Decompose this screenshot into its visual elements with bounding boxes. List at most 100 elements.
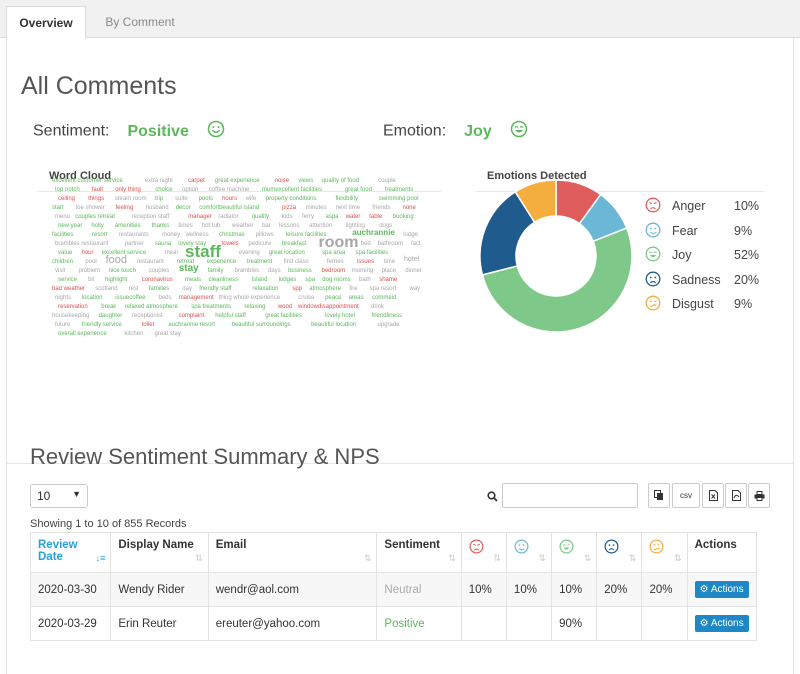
word-cloud-term[interactable]: hotel <box>404 256 420 264</box>
word-cloud-term[interactable]: breakfast <box>281 241 307 247</box>
column-sentiment[interactable]: Sentiment ⇅ <box>376 532 462 573</box>
word-cloud-term[interactable]: shame <box>379 277 398 283</box>
word-cloud-term[interactable]: beautiful location <box>311 322 357 328</box>
word-cloud-term[interactable]: meal <box>164 250 178 256</box>
word-cloud-term[interactable]: pool <box>85 259 97 265</box>
word-cloud-term[interactable]: rest <box>128 286 139 292</box>
word-cloud-term[interactable]: excellent customer service <box>52 178 123 184</box>
word-cloud-term[interactable]: bad weather <box>52 286 86 292</box>
word-cloud-term[interactable]: service <box>58 277 78 283</box>
word-cloud-term[interactable]: radiator <box>218 214 239 220</box>
word-cloud-term[interactable]: break <box>101 304 117 310</box>
word-cloud-term[interactable]: drink <box>371 304 385 310</box>
word-cloud-term[interactable]: nice touch <box>108 268 136 274</box>
word-cloud-term[interactable]: top notch <box>55 187 80 193</box>
word-cloud-term[interactable]: pedicure <box>248 241 272 247</box>
column-email[interactable]: Email ⇅ <box>207 532 378 573</box>
donut-slice-disgust[interactable] <box>514 179 557 224</box>
excel-export-button[interactable] <box>702 483 724 508</box>
word-cloud-term[interactable]: restaurant <box>136 259 164 265</box>
word-cloud-term[interactable]: resort <box>92 232 108 238</box>
word-cloud-term[interactable]: kitchen <box>124 331 144 337</box>
word-cloud-term[interactable]: coronavirus <box>141 277 173 283</box>
word-cloud-term[interactable]: lovely hotel <box>325 313 356 319</box>
word-cloud-term[interactable]: swimming pool <box>378 196 419 202</box>
word-cloud-term[interactable]: holly <box>91 223 104 229</box>
word-cloud-term[interactable]: bed <box>360 241 371 247</box>
word-cloud-term[interactable]: feeling <box>115 205 134 211</box>
word-cloud-term[interactable]: couples <box>148 268 170 274</box>
word-cloud-term[interactable]: restaurants <box>118 232 149 238</box>
word-cloud-term[interactable]: bathroom <box>377 241 403 247</box>
word-cloud-term[interactable]: auchrannie <box>352 227 395 237</box>
word-cloud-term[interactable]: daughter <box>98 313 123 319</box>
word-cloud-term[interactable]: attention <box>309 223 333 229</box>
tab-by-comment[interactable]: By Comment <box>105 15 175 29</box>
word-cloud-term[interactable]: food <box>105 253 128 266</box>
word-cloud-term[interactable]: kids <box>281 214 293 220</box>
word-cloud-term[interactable]: relaxation <box>252 286 279 292</box>
word-cloud-term[interactable]: fault <box>91 187 104 193</box>
word-cloud-term[interactable]: nights <box>55 295 72 301</box>
word-cloud-term[interactable]: thing whole experience <box>218 295 281 301</box>
word-cloud-term[interactable]: great experience <box>214 178 260 184</box>
word-cloud-term[interactable]: comfortbeautiful island <box>199 205 260 211</box>
word-cloud-term[interactable]: towels <box>221 241 239 247</box>
word-cloud-term[interactable]: thanks <box>151 223 170 229</box>
column-review-date[interactable]: Review Date ↓≡ <box>29 532 112 573</box>
word-cloud-term[interactable]: mumexcellent facilities <box>262 187 323 193</box>
word-cloud-term[interactable]: ceiling <box>58 196 76 202</box>
word-cloud-term[interactable]: future <box>55 322 71 328</box>
word-cloud-term[interactable]: lodges <box>278 277 297 283</box>
word-cloud-term[interactable]: trip <box>154 196 164 202</box>
word-cloud-term[interactable]: things <box>88 196 105 202</box>
word-cloud-term[interactable]: pools <box>198 196 213 202</box>
word-cloud-term[interactable]: fact <box>411 241 421 247</box>
word-cloud-term[interactable]: choice <box>155 187 173 193</box>
word-cloud-term[interactable]: way <box>409 286 421 292</box>
word-cloud-term[interactable]: only thing <box>115 187 141 193</box>
column-anger[interactable]: ⇅ <box>460 532 507 573</box>
word-cloud-term[interactable]: quality of food <box>321 178 360 184</box>
word-cloud-term[interactable]: room <box>318 233 359 251</box>
word-cloud-term[interactable]: treatment <box>246 259 273 265</box>
word-cloud-term[interactable]: management <box>178 295 214 301</box>
word-cloud-term[interactable]: partner <box>124 241 144 247</box>
word-cloud-term[interactable]: views <box>298 178 314 184</box>
word-cloud-term[interactable]: atmosphere <box>309 286 341 292</box>
word-cloud-term[interactable]: lovely stay <box>178 241 207 247</box>
word-cloud-term[interactable]: pillows <box>255 232 274 238</box>
word-cloud-term[interactable]: families <box>148 286 170 292</box>
word-cloud-term[interactable]: lighting <box>345 223 365 229</box>
word-cloud-term[interactable]: sauna <box>154 241 172 247</box>
word-cloud-term[interactable]: fire <box>349 286 358 292</box>
word-cloud-term[interactable]: spp <box>292 286 303 292</box>
word-cloud-term[interactable]: first class <box>283 259 309 265</box>
word-cloud-term[interactable]: dogs <box>379 223 393 229</box>
word-cloud-term[interactable]: hours <box>222 196 238 202</box>
word-cloud-term[interactable]: lessons <box>279 223 300 229</box>
word-cloud-term[interactable]: option <box>182 187 199 193</box>
word-cloud-term[interactable]: next time <box>335 205 361 211</box>
word-cloud-term[interactable]: stay <box>178 263 199 274</box>
word-cloud-term[interactable]: wife <box>245 196 257 202</box>
word-cloud-term[interactable]: staff <box>185 242 221 262</box>
word-cloud-term[interactable]: bath <box>359 277 371 283</box>
word-cloud-term[interactable]: lodge <box>403 232 418 238</box>
print-button[interactable] <box>748 483 770 508</box>
word-cloud-term[interactable]: friendliness <box>371 313 402 319</box>
word-cloud-term[interactable]: scotland <box>95 286 118 292</box>
word-cloud-term[interactable]: spa area <box>322 250 346 256</box>
word-cloud-term[interactable]: friendly staff <box>199 286 232 292</box>
column-display-name[interactable]: Display Name ⇅ <box>110 532 209 573</box>
word-cloud-term[interactable]: complaint <box>178 313 205 319</box>
word-cloud-term[interactable]: bedroom <box>321 268 346 274</box>
actions-button[interactable]: ⚙ Actions <box>694 581 749 598</box>
word-cloud-term[interactable]: dinner <box>405 268 422 274</box>
column-disgust[interactable]: ⇅ <box>641 532 688 573</box>
word-cloud-term[interactable]: treatments <box>384 187 414 193</box>
word-cloud-term[interactable]: cleanliness <box>208 277 239 283</box>
word-cloud-term[interactable]: spa facilities <box>355 250 389 256</box>
word-cloud-term[interactable]: experience <box>206 259 237 265</box>
word-cloud-term[interactable]: reception staff <box>131 214 170 220</box>
